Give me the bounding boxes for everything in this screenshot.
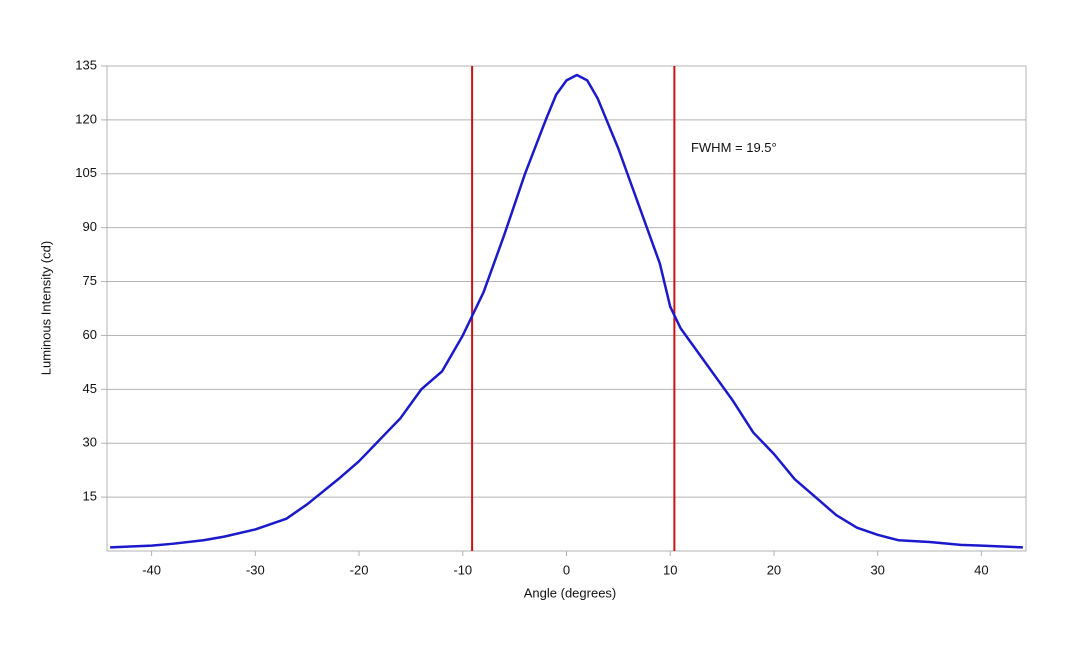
y-tick-label: 45 — [83, 381, 97, 396]
x-tick-label: 40 — [974, 562, 988, 577]
plot-area — [106, 65, 1027, 552]
x-tick-label: -20 — [350, 562, 369, 577]
x-axis-label: Angle (degrees) — [524, 585, 617, 600]
x-tick-label: 20 — [767, 562, 781, 577]
y-tick-label: 75 — [83, 273, 97, 288]
x-tick-label: -40 — [142, 562, 161, 577]
x-tick-label: -30 — [246, 562, 265, 577]
annotation: FWHM = 19.5° — [691, 140, 777, 155]
y-tick-label: 90 — [83, 219, 97, 234]
y-tick-label: 105 — [75, 165, 97, 180]
x-tick-label: 30 — [870, 562, 884, 577]
x-tick-label: -10 — [453, 562, 472, 577]
y-tick-label: 15 — [83, 489, 97, 504]
y-axis-label: Luminous Intensity (cd) — [38, 241, 53, 375]
y-tick-label: 60 — [83, 327, 97, 342]
y-tick-label: 30 — [83, 435, 97, 450]
y-tick-label: 135 — [75, 57, 97, 72]
y-tick-label: 120 — [75, 111, 97, 126]
x-tick-label: 10 — [663, 562, 677, 577]
data-line — [110, 73, 1023, 549]
x-tick-label: 0 — [563, 562, 570, 577]
